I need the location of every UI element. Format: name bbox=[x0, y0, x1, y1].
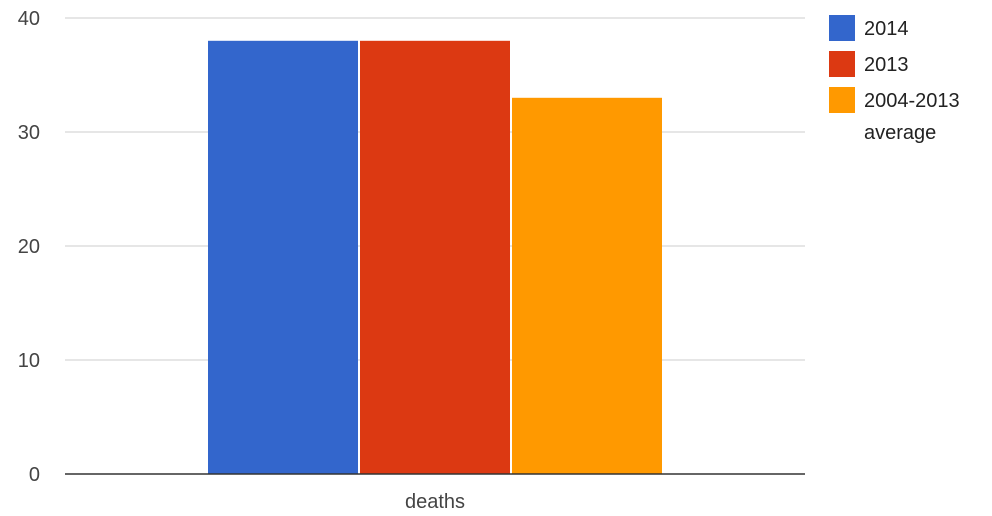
y-tick-label: 30 bbox=[18, 122, 40, 144]
legend-item-2[interactable]: 2004-2013 average bbox=[829, 87, 960, 144]
y-tick-label: 0 bbox=[29, 464, 40, 486]
legend-label: 2013 bbox=[864, 54, 909, 76]
legend-swatch bbox=[829, 51, 855, 77]
y-axis-ticks: 0 10 20 30 40 bbox=[18, 8, 40, 486]
bar-series-0-deaths[interactable] bbox=[208, 40, 358, 475]
legend-label: average bbox=[864, 122, 936, 144]
legend-item-1[interactable]: 2013 bbox=[829, 51, 909, 77]
bar-series-1-deaths[interactable] bbox=[360, 40, 510, 475]
legend-swatch bbox=[829, 15, 855, 41]
legend[interactable]: 2014 2013 2004-2013 average bbox=[829, 15, 960, 144]
bar-series-2-deaths[interactable] bbox=[512, 97, 662, 475]
legend-label: 2004-2013 bbox=[864, 90, 960, 112]
x-tick-label: deaths bbox=[405, 491, 465, 513]
bars bbox=[208, 40, 662, 475]
y-tick-label: 40 bbox=[18, 8, 40, 30]
y-tick-label: 20 bbox=[18, 236, 40, 258]
legend-label: 2014 bbox=[864, 18, 909, 40]
y-tick-label: 10 bbox=[18, 350, 40, 372]
legend-swatch bbox=[829, 87, 855, 113]
legend-item-0[interactable]: 2014 bbox=[829, 15, 909, 41]
x-axis-ticks: deaths bbox=[405, 491, 465, 513]
